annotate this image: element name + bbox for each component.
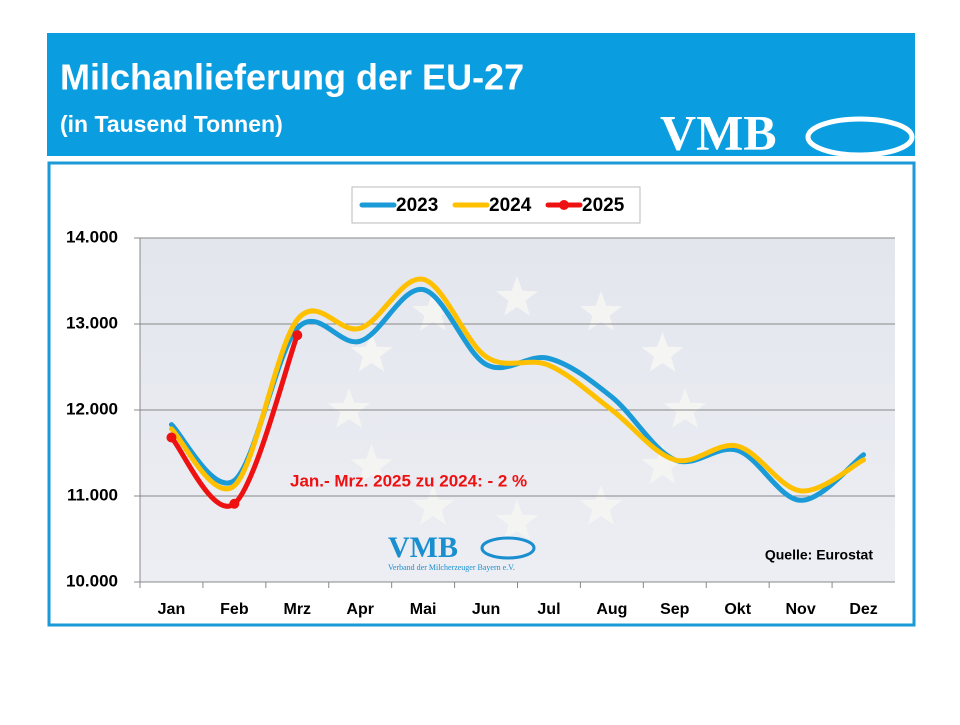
- star: [328, 388, 370, 428]
- watermark-logo: VMB: [388, 531, 458, 564]
- annotation: Jan.- Mrz. 2025 zu 2024: - 2 %: [290, 471, 527, 490]
- star: [580, 484, 622, 525]
- header-logo: VMB: [660, 104, 777, 160]
- legend-marker: [559, 200, 569, 210]
- legend-label: 2025: [582, 195, 625, 216]
- series-marker: [292, 330, 303, 341]
- watermark-swirl: [480, 536, 536, 560]
- y-tick-label: 10.000: [66, 571, 118, 590]
- star: [350, 332, 393, 372]
- x-tick-label: Okt: [724, 601, 751, 618]
- x-tick-label: Sep: [660, 601, 690, 618]
- x-tick-label: Mrz: [284, 601, 312, 618]
- star: [641, 444, 684, 484]
- star: [496, 276, 538, 316]
- x-tick-label: Jul: [537, 601, 560, 618]
- eu-stars: [328, 276, 706, 540]
- x-tick-label: Dez: [849, 601, 877, 618]
- x-tick-label: Feb: [220, 601, 249, 618]
- y-tick-label: 14.000: [66, 227, 118, 246]
- legend-label: 2023: [396, 195, 438, 216]
- star: [412, 484, 454, 525]
- star: [664, 388, 706, 428]
- y-tick-label: 12.000: [66, 399, 118, 418]
- legend-label: 2024: [489, 195, 532, 216]
- watermark-text: Verband der Milcherzeuger Bayern e.V.: [388, 563, 515, 572]
- star: [496, 500, 538, 540]
- x-tick-label: Nov: [786, 601, 816, 618]
- title: Milchanlieferung der EU-27: [60, 57, 524, 98]
- legend: [351, 186, 641, 224]
- star: [350, 444, 393, 484]
- subtitle: (in Tausend Tonnen): [60, 111, 283, 137]
- x-tick-label: Aug: [596, 601, 627, 618]
- series-marker: [229, 498, 240, 509]
- star: [412, 291, 454, 331]
- y-tick-label: 13.000: [66, 313, 118, 332]
- series-marker: [166, 432, 177, 443]
- logo-swirl: [805, 116, 915, 158]
- x-tick-label: Apr: [346, 601, 374, 618]
- header-band: [47, 33, 915, 156]
- series-line: [168, 276, 867, 494]
- legend-items: 2023 2024 2025: [359, 195, 625, 216]
- y-tick-label: 11.000: [67, 485, 118, 504]
- source: Quelle: Eurostat: [765, 547, 873, 563]
- x-tick-label: Jan: [158, 601, 186, 618]
- star: [641, 332, 684, 372]
- x-tick-label: Mai: [410, 601, 437, 618]
- star: [580, 291, 622, 331]
- x-tick-label: Jun: [472, 601, 500, 618]
